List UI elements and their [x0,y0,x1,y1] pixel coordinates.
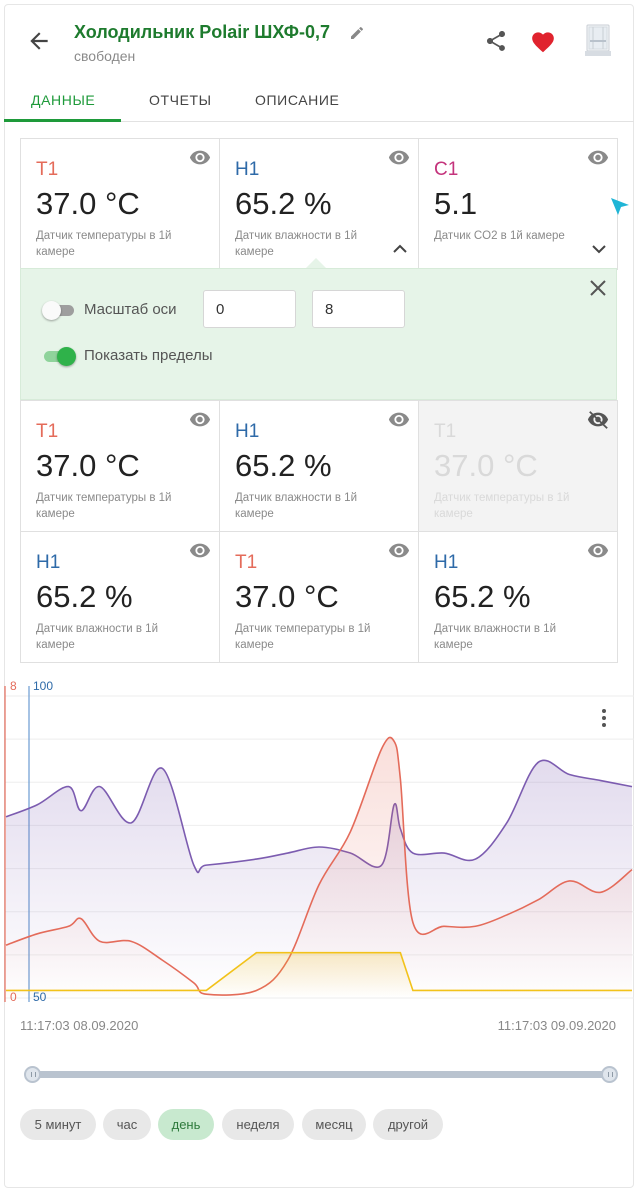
left-axis-min: 0 [10,990,17,1004]
mouse-cursor-icon [611,198,629,215]
chevron-up-icon[interactable] [392,243,408,255]
panel-notch [305,258,327,269]
share-icon[interactable] [484,29,508,53]
range-chip-month[interactable]: месяц [302,1109,366,1140]
axis-scale-label: Масштаб оси [84,301,177,318]
sensor-value: 65.2 % [235,448,332,483]
sensor-description: Датчик температуры в 1й камере [434,492,570,520]
sensor-code: T1 [434,421,457,442]
eye-icon[interactable] [388,542,410,560]
sensor-value: 37.0 °C [36,186,140,221]
show-limits-toggle[interactable] [42,346,76,366]
back-arrow-icon[interactable] [26,28,52,54]
range-slider-start-handle[interactable] [24,1066,41,1083]
pencil-icon[interactable] [349,25,365,41]
sensor-chart[interactable] [4,672,634,1012]
sensor-description: Датчик влажности в 1й камере [235,230,357,258]
sensor-code: H1 [235,159,260,180]
sensor-value: 5.1 [434,186,478,221]
series-line [5,759,633,874]
tab-reports[interactable]: ОТЧЕТЫ [149,92,212,108]
sensor-description: Датчик влажности в 1й камере [235,492,357,520]
eye-icon[interactable] [587,542,609,560]
series-line [5,736,633,996]
eye-icon[interactable] [587,149,609,167]
eye-icon[interactable] [388,149,410,167]
axis-scale-toggle[interactable] [42,300,76,320]
device-title: Холодильник Polair ШХФ-0,7 [74,22,331,42]
tab-description[interactable]: ОПИСАНИЕ [255,92,340,108]
sensor-description: Датчик температуры в 1й камере [235,623,371,651]
sensor-description: Датчик температуры в 1й камере [36,492,172,520]
sensor-value: 65.2 % [36,579,133,614]
sensor-code: H1 [434,552,459,573]
tab-data[interactable]: ДАННЫЕ [31,92,96,108]
sensor-code: H1 [36,552,61,573]
sensor-card-t1[interactable]: T1 37.0 °C Датчик температуры в 1й камер… [219,531,419,663]
range-chip-other[interactable]: другой [373,1109,443,1140]
heart-icon[interactable] [530,29,556,53]
right-axis-min: 50 [33,990,47,1004]
device-status: свободен [74,48,136,64]
sensor-card-t1[interactable]: T1 37.0 °C Датчик температуры в 1й камер… [20,138,220,270]
tab-active-indicator [4,119,121,122]
left-axis-max: 8 [10,679,17,693]
series-line [6,951,632,992]
show-limits-label: Показать пределы [84,347,213,364]
sensor-description: Датчик влажности в 1й камере [36,623,158,651]
eye-off-icon[interactable] [587,411,609,429]
range-chip-hour[interactable]: час [103,1109,151,1140]
sensor-card-h1[interactable]: H1 65.2 % Датчик влажности в 1й камере [219,138,419,270]
sensor-value: 37.0 °C [36,448,140,483]
sensor-card-c1[interactable]: C1 5.1 Датчик CO2 в 1й камере [418,138,618,270]
axis-max-input[interactable] [312,290,405,328]
sensor-code: T1 [36,159,59,180]
sensor-code: T1 [36,421,59,442]
sensor-value: 37.0 °C [434,448,538,483]
sensor-description: Датчик влажности в 1й камере [434,623,556,651]
right-axis-max: 100 [33,679,54,693]
eye-icon[interactable] [189,542,211,560]
range-chip-5min[interactable]: 5 минут [20,1109,96,1140]
axis-min-input[interactable] [203,290,296,328]
more-vert-icon[interactable] [598,708,610,728]
chevron-down-icon[interactable] [591,243,607,255]
sensor-description: Датчик температуры в 1й камере [36,230,172,258]
sensor-card-h1[interactable]: H1 65.2 % Датчик влажности в 1й камере [20,531,220,663]
range-chip-week[interactable]: неделя [222,1109,294,1140]
series-area [6,952,632,998]
tab-bar: ДАННЫЕ ОТЧЕТЫ ОПИСАНИЕ [4,78,634,122]
eye-icon[interactable] [189,149,211,167]
close-icon[interactable] [588,278,608,298]
eye-icon[interactable] [388,411,410,429]
range-slider-track[interactable] [30,1071,610,1078]
sensor-card-h1[interactable]: H1 65.2 % Датчик влажности в 1й камере [418,531,618,663]
sensor-card-h1[interactable]: H1 65.2 % Датчик влажности в 1й камере [219,400,419,532]
sensor-value: 65.2 % [434,579,531,614]
sensor-card-t1-hidden[interactable]: T1 37.0 °C Датчик температуры в 1й камер… [418,400,618,532]
sensor-value: 37.0 °C [235,579,339,614]
eye-icon[interactable] [189,411,211,429]
time-range-end: 11:17:03 09.09.2020 [497,1018,616,1033]
series-area [6,737,632,998]
sensor-value: 65.2 % [235,186,332,221]
sensor-code: C1 [434,159,459,180]
sensor-card-t1[interactable]: T1 37.0 °C Датчик температуры в 1й камер… [20,400,220,532]
chart-settings-panel: Масштаб оси Показать пределы [20,268,617,400]
sensor-code: T1 [235,552,258,573]
sensor-code: H1 [235,421,260,442]
device-thumbnail-icon [585,24,611,56]
sensor-description: Датчик CO2 в 1й камере [434,230,565,242]
range-slider-end-handle[interactable] [601,1066,618,1083]
range-chip-day[interactable]: день [158,1109,214,1140]
time-range-start: 11:17:03 08.09.2020 [20,1018,139,1033]
